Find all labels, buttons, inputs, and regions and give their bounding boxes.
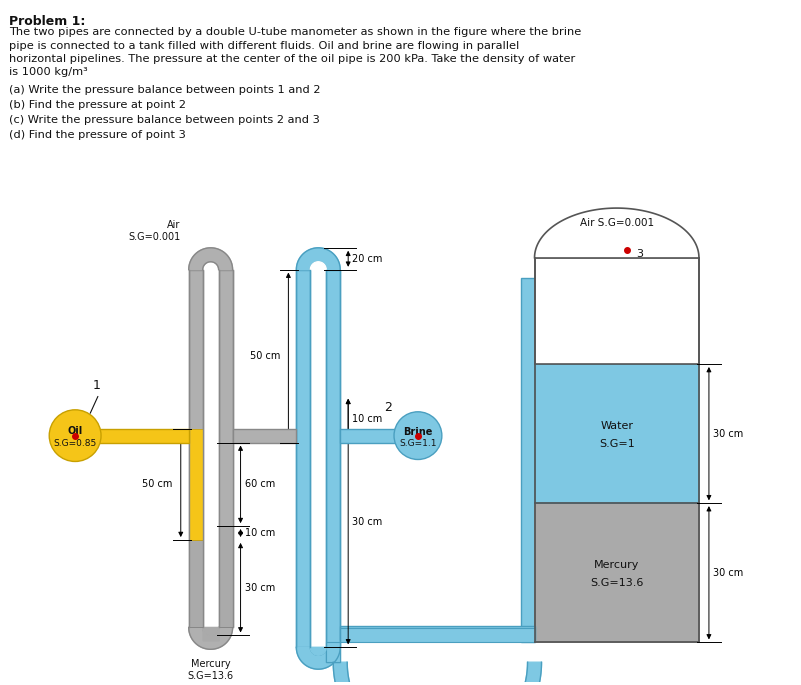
Bar bbox=[189, 429, 203, 540]
Text: The two pipes are connected by a double U-tube manometer as shown in the figure : The two pipes are connected by a double … bbox=[10, 27, 582, 37]
Bar bbox=[340, 429, 398, 443]
Text: Problem 1:: Problem 1: bbox=[10, 15, 86, 28]
Bar bbox=[189, 540, 203, 627]
Text: (c) Write the pressure balance between points 2 and 3: (c) Write the pressure balance between p… bbox=[10, 114, 320, 125]
Circle shape bbox=[394, 412, 442, 460]
Text: 10 cm: 10 cm bbox=[352, 414, 382, 424]
Text: Oil: Oil bbox=[67, 425, 83, 436]
Polygon shape bbox=[189, 627, 232, 649]
Bar bbox=[534, 258, 699, 364]
Text: Air
S.G=0.001: Air S.G=0.001 bbox=[128, 220, 181, 242]
Polygon shape bbox=[296, 248, 340, 270]
Text: 10 cm: 10 cm bbox=[244, 528, 275, 538]
Text: S.G=1: S.G=1 bbox=[599, 438, 634, 449]
Polygon shape bbox=[310, 647, 326, 656]
Polygon shape bbox=[296, 647, 340, 669]
Bar bbox=[340, 628, 534, 643]
Bar bbox=[326, 643, 340, 662]
Polygon shape bbox=[534, 208, 699, 258]
Text: Mercury: Mercury bbox=[191, 659, 231, 669]
Polygon shape bbox=[203, 627, 219, 636]
Text: 1: 1 bbox=[93, 379, 101, 393]
Text: Mercury: Mercury bbox=[594, 560, 639, 570]
Text: 2: 2 bbox=[384, 401, 392, 414]
Text: 30 cm: 30 cm bbox=[713, 568, 743, 577]
Text: 3: 3 bbox=[637, 249, 644, 259]
Text: 30 cm: 30 cm bbox=[352, 516, 382, 527]
Text: 50 cm: 50 cm bbox=[250, 351, 280, 361]
Text: 50 cm: 50 cm bbox=[143, 479, 173, 489]
Text: is 1000 kg/m³: is 1000 kg/m³ bbox=[10, 67, 88, 77]
Text: (b) Find the pressure at point 2: (b) Find the pressure at point 2 bbox=[10, 100, 187, 110]
Bar bbox=[296, 270, 310, 647]
Text: horizontal pipelines. The pressure at the center of the oil pipe is 200 kPa. Tak: horizontal pipelines. The pressure at th… bbox=[10, 54, 576, 64]
Text: 60 cm: 60 cm bbox=[244, 479, 275, 489]
Bar bbox=[232, 429, 296, 443]
Text: 30 cm: 30 cm bbox=[244, 583, 275, 593]
Text: Air S.G=0.001: Air S.G=0.001 bbox=[580, 218, 654, 228]
Bar bbox=[534, 503, 699, 643]
Text: pipe is connected to a tank filled with different fluids. Oil and brine are flow: pipe is connected to a tank filled with … bbox=[10, 40, 520, 51]
Bar bbox=[189, 270, 203, 627]
Text: S.G=0.85: S.G=0.85 bbox=[54, 439, 97, 448]
Text: S.G=1.1: S.G=1.1 bbox=[399, 439, 437, 448]
Bar bbox=[93, 429, 189, 443]
Bar bbox=[340, 627, 534, 640]
Bar bbox=[326, 270, 340, 647]
Bar bbox=[534, 364, 699, 503]
Text: S.G=13.6: S.G=13.6 bbox=[590, 577, 643, 588]
Polygon shape bbox=[333, 662, 541, 685]
Text: Brine: Brine bbox=[403, 427, 433, 436]
Bar bbox=[326, 647, 340, 662]
Bar bbox=[219, 270, 232, 627]
Text: 30 cm: 30 cm bbox=[713, 429, 743, 438]
Polygon shape bbox=[189, 248, 232, 270]
Polygon shape bbox=[310, 262, 326, 270]
Text: (d) Find the pressure of point 3: (d) Find the pressure of point 3 bbox=[10, 129, 187, 140]
Text: S.G=13.6: S.G=13.6 bbox=[187, 671, 234, 681]
Bar bbox=[219, 526, 232, 627]
Circle shape bbox=[49, 410, 101, 462]
Text: 20 cm: 20 cm bbox=[352, 253, 383, 264]
Bar bbox=[521, 277, 534, 643]
Text: Water: Water bbox=[600, 421, 634, 431]
Bar bbox=[219, 443, 232, 526]
Text: (a) Write the pressure balance between points 1 and 2: (a) Write the pressure balance between p… bbox=[10, 85, 321, 95]
